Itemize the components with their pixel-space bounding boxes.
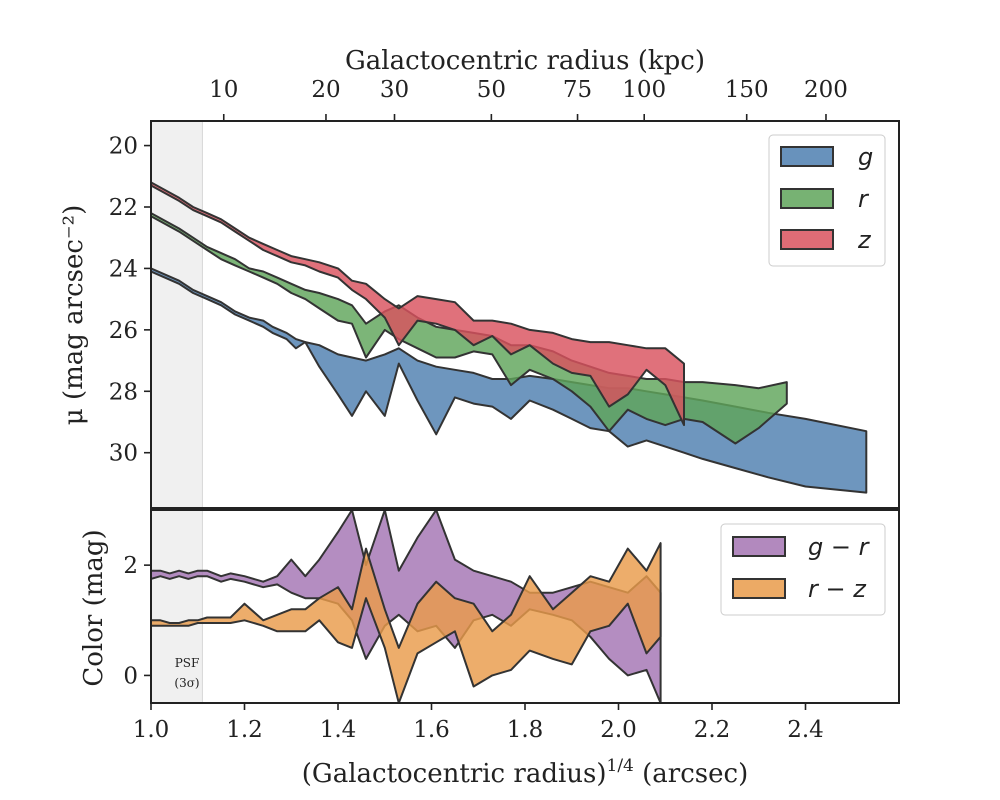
x-tick-label: 1.6 [413,717,450,743]
bottom-x-axis-label: (Galactocentric radius)1/4 (arcsec) [302,756,748,789]
psf-annotation-label: PSF [175,656,200,670]
psf-shaded-region [150,120,203,509]
top-x-ticks-kpc: 10 20 30 50 75 100 150 200 [209,77,848,121]
top-x-tick-label: 20 [311,77,340,103]
legend-swatch-r-minus-z [732,578,786,599]
y-tick-label: 24 [109,256,138,282]
band-r-z [151,542,662,703]
band-g-r [151,510,662,703]
top-axis-label: Galactocentric radius (kpc) [345,46,705,76]
x-tick-label: 2.4 [787,717,824,743]
legend-label-g: g [858,143,873,171]
y-tick-label: 20 [109,134,138,160]
bottom-y-axis-label: Color (mag) [79,529,109,686]
legend-label-z: z [857,226,872,254]
y-tick-label: 22 [109,195,138,221]
psf-annotation-sigma: (3σ) [174,676,199,690]
legend-swatch-z [780,229,834,250]
psf-shaded-region [150,509,203,704]
legend-label-r-minus-z: r − z [808,575,867,603]
top-x-tick-label: 150 [725,77,769,103]
y-tick-label: 0 [123,663,138,689]
legend-label-g-minus-r: g − r [808,533,871,561]
top-panel-frame [150,120,900,509]
bottom-panel-bands [151,510,662,703]
top-x-tick-label: 10 [209,77,238,103]
top-x-tick-label: 30 [380,77,409,103]
x-tick-label: 2.0 [600,717,637,743]
y-tick-label: 28 [109,379,138,405]
top-x-tick-label: 200 [804,77,848,103]
top-x-tick-label: 50 [477,77,506,103]
bottom-legend: g − r r − z [720,523,886,616]
top-panel-bands [151,181,868,494]
bottom-x-ticks: 1.0 1.2 1.4 1.6 1.8 2.0 2.2 2.4 [133,703,824,743]
legend-label-r: r [858,185,870,213]
bottom-y-ticks: 02 [123,553,151,689]
x-tick-label: 1.2 [226,717,263,743]
top-legend: g r z [768,134,886,267]
legend-swatch-g [780,146,834,167]
top-x-tick-label: 75 [563,77,592,103]
top-y-axis-label: μ (mag arcsec⁻²) [59,205,89,425]
y-tick-label: 2 [123,553,138,579]
y-tick-label: 30 [109,441,138,467]
x-tick-label: 2.2 [694,717,731,743]
x-tick-label: 1.4 [320,717,357,743]
y-tick-label: 26 [109,318,138,344]
legend-swatch-r [780,188,834,209]
top-y-ticks: 20 22 24 26 28 30 [109,134,151,467]
legend-swatch-g-minus-r [732,536,786,557]
top-x-tick-label: 100 [622,77,666,103]
band-z [151,181,685,427]
x-tick-label: 1.0 [133,717,170,743]
x-tick-label: 1.8 [507,717,544,743]
